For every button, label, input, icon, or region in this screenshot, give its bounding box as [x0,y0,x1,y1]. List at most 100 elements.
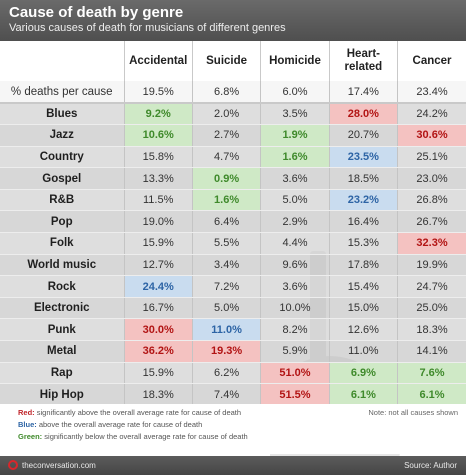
value-cell: 3.4% [192,254,262,277]
value-cell: 2.7% [192,124,262,147]
legend-green: Green: significantly below the overall a… [18,431,466,443]
table-row: R&B 11.5% 1.6% 5.0% 23.2% 26.8% [0,189,466,212]
table-row: Rock 24.4% 7.2% 3.6% 15.4% 24.7% [0,275,466,298]
value-cell: 15.8% [124,146,193,169]
value-cell: 10.6% [124,124,193,147]
value-cell: 11.0% [329,340,399,363]
value-cell: 3.6% [260,167,330,190]
value-cell: 3.6% [260,275,330,298]
table-row: Metal 36.2% 19.3% 5.9% 11.0% 14.1% [0,340,466,363]
value-cell: 15.9% [124,362,193,385]
conversation-logo-icon [8,460,18,470]
value-cell: 25.0% [397,297,466,320]
value-cell: 30.6% [397,124,466,147]
value-cell: 20.7% [329,124,399,147]
genre-label: R&B [0,189,125,212]
value-cell: 11.0% [192,318,262,342]
value-cell: 26.7% [397,210,466,234]
value-cell: 9.2% [124,103,193,126]
value-cell: 16.7% [124,297,193,320]
value-cell: 5.5% [192,232,262,255]
value-cell: 5.0% [260,189,330,212]
value-cell: 19.3% [192,340,262,363]
table-row: Blues 9.2% 2.0% 3.5% 28.0% 24.2% [0,103,466,126]
value-cell: 32.3% [397,232,466,255]
value-cell: 8.2% [260,318,330,342]
value-cell: 3.5% [260,103,330,126]
overall-label: % deaths per cause [0,81,125,104]
genre-label: Gospel [0,167,125,190]
overall-value: 6.0% [260,81,330,104]
value-cell: 9.6% [260,254,330,277]
value-cell: 15.3% [329,232,399,255]
value-cell: 6.4% [192,210,262,234]
overall-row: % deaths per cause 19.5% 6.8% 6.0% 17.4%… [0,81,466,104]
value-cell: 6.1% [329,383,399,406]
value-cell: 15.0% [329,297,399,320]
value-cell: 18.3% [124,383,193,406]
value-cell: 13.3% [124,167,193,190]
legend-blue-key: Blue: [18,420,37,429]
genre-label: Jazz [0,124,125,147]
value-cell: 7.4% [192,383,262,406]
value-cell: 26.8% [397,189,466,212]
value-cell: 18.5% [329,167,399,190]
value-cell: 5.9% [260,340,330,363]
column-header: Suicide [192,41,262,81]
value-cell: 14.1% [397,340,466,363]
overall-value: 17.4% [329,81,399,104]
genre-label: World music [0,254,125,277]
footer-bar: theconversation.com Source: Author [0,456,466,475]
value-cell: 19.9% [397,254,466,277]
value-cell: 7.2% [192,275,262,298]
legend-red: Red: significantly above the overall ave… [18,407,466,419]
genre-label: Country [0,146,125,169]
value-cell: 12.7% [124,254,193,277]
table-row: Jazz 10.6% 2.7% 1.9% 20.7% 30.6% [0,124,466,147]
footer-brand-text: theconversation.com [22,460,96,470]
value-cell: 6.1% [397,383,466,406]
column-header: Homicide [260,41,330,81]
legend-blue: Blue: above the overall average rate for… [18,419,466,431]
legend-green-key: Green: [18,432,43,441]
value-cell: 23.0% [397,167,466,190]
value-cell: 24.4% [124,275,193,298]
footer-source: Source: Author [404,461,457,470]
table-note: Note: not all causes shown [368,408,458,417]
overall-value: 23.4% [397,81,466,104]
table-row: Folk 15.9% 5.5% 4.4% 15.3% 32.3% [0,232,466,255]
genre-label: Punk [0,318,125,342]
table-row: Country 15.8% 4.7% 1.6% 23.5% 25.1% [0,146,466,169]
table-row: Pop 19.0% 6.4% 2.9% 16.4% 26.7% [0,210,466,234]
value-cell: 6.2% [192,362,262,385]
chart-subtitle: Various causes of death for musicians of… [9,22,286,34]
table-row: Hip Hop 18.3% 7.4% 51.5% 6.1% 6.1% [0,383,466,406]
genre-label: Electronic [0,297,125,320]
genre-label: Rap [0,362,125,385]
color-legend: Red: significantly above the overall ave… [0,404,466,454]
value-cell: 2.0% [192,103,262,126]
value-cell: 24.2% [397,103,466,126]
table-body: % deaths per cause 19.5% 6.8% 6.0% 17.4%… [0,81,466,406]
value-cell: 4.7% [192,146,262,169]
column-header: Cancer [397,41,466,81]
value-cell: 15.4% [329,275,399,298]
value-cell: 23.5% [329,146,399,169]
overall-value: 6.8% [192,81,262,104]
table-row: Electronic 16.7% 5.0% 10.0% 15.0% 25.0% [0,297,466,320]
footer-brand[interactable]: theconversation.com [8,460,96,470]
overall-value: 19.5% [124,81,193,104]
table-row: Punk 30.0% 11.0% 8.2% 12.6% 18.3% [0,318,466,342]
value-cell: 28.0% [329,103,399,126]
legend-red-text: significantly above the overall average … [36,408,242,417]
column-header: Heart-related [329,41,399,81]
value-cell: 15.9% [124,232,193,255]
table-row: World music 12.7% 3.4% 9.6% 17.8% 19.9% [0,254,466,277]
cause-of-death-table: Accidental Suicide Homicide Heart-relate… [0,41,466,406]
value-cell: 19.0% [124,210,193,234]
table-row: Rap 15.9% 6.2% 51.0% 6.9% 7.6% [0,362,466,385]
value-cell: 18.3% [397,318,466,342]
value-cell: 36.2% [124,340,193,363]
genre-label: Hip Hop [0,383,125,406]
chart-header: Cause of death by genre Various causes o… [0,0,466,41]
